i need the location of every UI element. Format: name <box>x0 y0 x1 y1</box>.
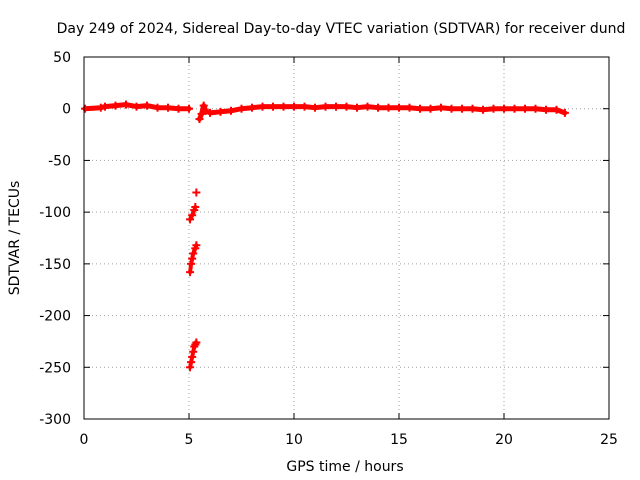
outlier-streak <box>188 340 199 370</box>
outlier-streak <box>188 243 199 275</box>
y-tick-label: -100 <box>39 205 71 221</box>
y-tick-label: -50 <box>48 153 71 169</box>
plot-frame <box>83 56 610 420</box>
x-tick-label: 15 <box>390 432 408 448</box>
y-axis-label: SDTVAR / TECUs <box>7 181 23 296</box>
outlier-streak <box>188 205 198 222</box>
x-tick-label: 0 <box>80 432 89 448</box>
data-points <box>81 100 569 372</box>
x-axis-label: GPS time / hours <box>286 459 403 475</box>
chart-title: Day 249 of 2024, Sidereal Day-to-day VTE… <box>57 21 626 37</box>
y-tick-label: 50 <box>53 50 71 66</box>
x-tick-label: 20 <box>495 432 513 448</box>
y-tick-label: -300 <box>39 412 71 428</box>
y-tick-label: -250 <box>39 360 71 376</box>
y-tick-label: -150 <box>39 257 71 273</box>
x-tick-label: 5 <box>185 432 194 448</box>
sdtvar-trace <box>82 102 568 122</box>
y-tick-label: 0 <box>62 102 71 118</box>
y-tick-label: -200 <box>39 309 71 325</box>
grid <box>84 57 609 419</box>
x-tick-label: 10 <box>285 432 303 448</box>
data-point <box>192 188 201 197</box>
x-tick-label: 25 <box>600 432 618 448</box>
